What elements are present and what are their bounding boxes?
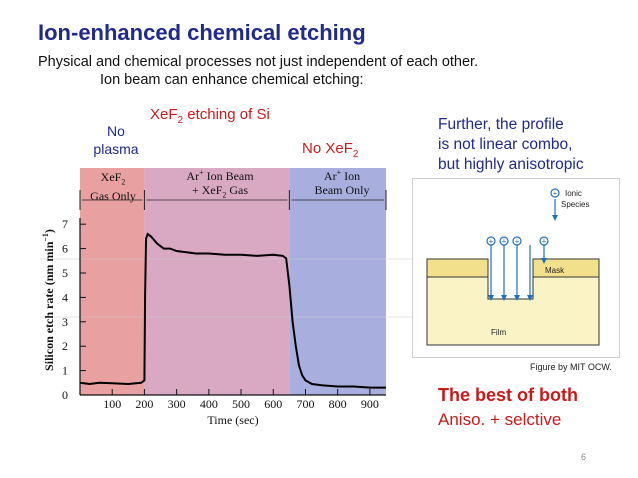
region-label-ion-beam-gas: Ar+ Ion Beam + XeF2 Gas [160,166,280,202]
region2-ar-sup: + [199,168,204,177]
no-plasma-line-2: plasma [93,141,139,157]
note-line-3: but highly anisotropic [438,156,584,173]
mask-label: Mask [545,266,565,275]
y-axis-label: Silicon etch rate (nm min−1) [41,229,56,371]
region-band-1 [80,168,145,395]
y-tick-label: 2 [62,339,68,353]
y-axis-label-close: ) [42,229,56,233]
chart-layer: 0 1 2 3 4 5 6 7 100 200 300 400 500 600 700 800 900 [40,168,618,411]
x-tick-label: 200 [135,397,153,411]
no-xef2-label: No XeF2 [302,140,358,160]
region3-line-1-rest: Ion [341,169,361,183]
ion-circles [486,188,560,246]
subtitle-line-1: Physical and chemical processes not just… [38,54,479,70]
mask-left-shape [426,258,489,278]
y-axis-label-sup: −1 [41,233,50,242]
film-shape [426,276,600,346]
y-tick-label: 6 [62,242,68,256]
x-tick-label: 300 [168,397,186,411]
anisotropic-note: Further, the profile is not linear combo… [438,115,584,175]
svg-text:+: + [502,238,506,246]
region1-line-2: Gas Only [90,189,136,204]
etch-profile-figure: + + + + + Ionic Species Mask Film [412,178,620,358]
ionic-label-2: Species [561,200,589,209]
no-xef2-text: No XeF [302,140,353,157]
no-xef2-sub: 2 [352,149,359,160]
chart-caption: XeF2 etching of Si [150,106,270,126]
mask-right-shape [532,258,600,278]
x-tick-label: 700 [296,397,314,411]
caption-xef2: XeF [150,106,178,123]
y-axis-label-text: Silicon etch rate (nm min [42,241,56,371]
x-tick-label: 100 [103,397,121,411]
y-tick-label: 7 [62,217,68,231]
region3-ar: Ar [323,169,337,183]
etch-rate-series-line [79,232,386,389]
no-plasma-line-1: No [107,123,125,139]
x-tick-label: 500 [232,397,250,411]
slide-title: Ion-enhanced chemical etching [38,20,366,45]
svg-text:+: + [489,238,493,246]
note-line-1: Further, the profile [438,116,564,133]
region2-line-2-post: Gas [226,183,249,197]
etch-profile-drawing: + + + + + Ionic Species Mask Film [426,188,600,346]
ionic-label-1: Ionic [565,189,582,198]
ion-arrows [490,199,556,299]
x-tick-label: 800 [329,397,347,411]
region1-xef-text: XeF [100,170,122,184]
svg-text:+: + [542,238,546,246]
figure-credit: Figure by MIT OCW. [530,362,612,372]
page-number: 6 [581,452,587,462]
region-label-gas-only: XeF2 Gas Only [80,170,146,203]
caption-main: etching of Si [187,106,270,123]
subtitle-line-2: Ion beam can enhance chemical etching: [100,72,364,88]
x-tick-label: 600 [264,397,282,411]
region-band-3 [289,168,386,395]
region-label-ion-beam-only: Ar+ Ion Beam Only [300,166,384,197]
note-line-2: is not linear combo, [438,136,573,153]
x-tick-label: 400 [200,397,218,411]
best-of-both-heading: The best of both [438,385,578,405]
region3-line-2: Beam Only [314,183,370,197]
region2-ar: Ar [186,169,200,183]
y-tick-label: 1 [62,364,68,378]
svg-text:+: + [515,238,519,246]
aniso-selective-text: Aniso. + selctive [438,410,562,429]
x-tick-label: 900 [361,397,379,411]
y-tick-label: 0 [62,388,68,402]
region2-line-2-pre: + XeF [191,183,223,197]
no-plasma-label: No plasma [88,122,144,158]
svg-text:+: + [553,190,557,198]
caption-xef2-sub: 2 [177,115,184,126]
region2-line-2-sub: 2 [222,190,227,200]
y-tick-label: 3 [62,315,68,329]
ion-arrow-heads [488,215,558,301]
y-tick-label: 4 [62,290,68,304]
region-band-2 [144,168,290,395]
region1-xef-sub: 2 [121,177,126,187]
region3-ar-sup: + [336,168,342,177]
x-axis-label: Time (sec) [207,413,258,427]
ion-plus-signs: + + + + + [489,190,557,246]
y-tick-label: 5 [62,266,68,280]
region2-line-1-rest: Ion Beam [203,169,254,183]
film-label: Film [491,328,506,337]
